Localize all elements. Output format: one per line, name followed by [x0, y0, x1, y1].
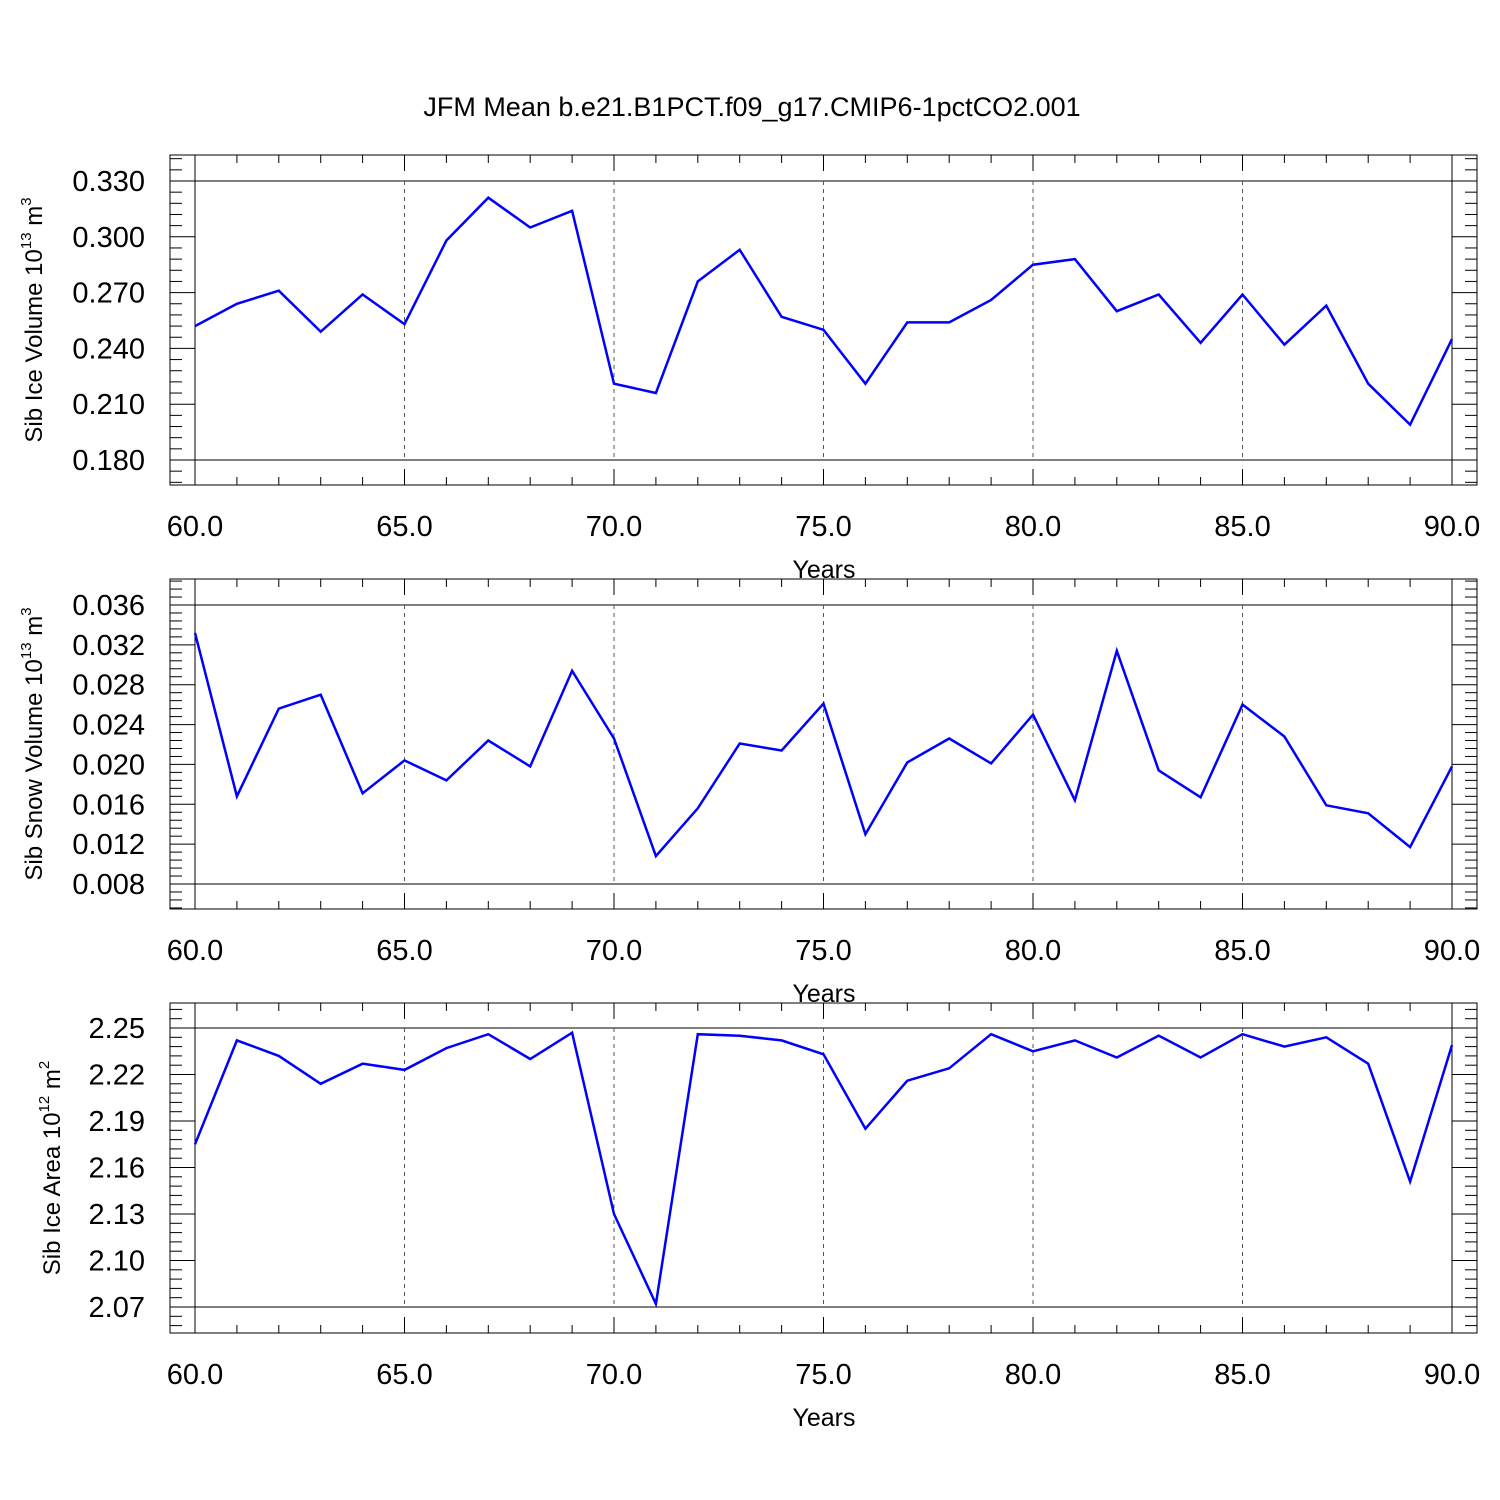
y-tick-label: 2.19: [89, 1106, 145, 1138]
y-axis-label: Sib Ice Volume 1013 m3: [18, 197, 48, 442]
x-tick-label: 80.0: [1005, 511, 1061, 543]
y-label-unit-exponent: 3: [18, 607, 35, 615]
y-tick-label: 2.07: [89, 1292, 145, 1324]
series-line: [193, 1030, 1454, 1309]
y-tick-label: 2.25: [89, 1013, 145, 1045]
y-tick-label: 0.032: [72, 630, 145, 662]
x-tick-label: 85.0: [1214, 935, 1270, 967]
x-tick-label: 75.0: [795, 1359, 851, 1391]
y-tick-label: 2.10: [89, 1246, 145, 1278]
panel-2: 60.0 65.0 70.0 75.0 80.0 85.0 90.0 0.008 0.012 0.…: [18, 578, 1480, 1008]
y-label-text: Sib Snow Volume 10: [21, 659, 48, 880]
x-tick-label: 60.0: [167, 511, 223, 543]
y-label-exponent: 12: [36, 1096, 53, 1113]
x-tick-label: 70.0: [586, 935, 642, 967]
x-tick-label: 85.0: [1214, 1359, 1270, 1391]
y-tick-label: 0.180: [72, 445, 145, 477]
y-tick-label: 0.240: [72, 333, 145, 365]
y-tick-label: 0.300: [72, 222, 145, 254]
y-tick-label: 0.028: [72, 670, 145, 702]
y-tick-label: 0.012: [72, 829, 145, 861]
y-axis-label: Sib Ice Area 1012 m2: [36, 1061, 66, 1275]
y-tick-label: 0.020: [72, 749, 145, 781]
x-tick-label: 65.0: [376, 511, 432, 543]
y-tick-label: 2.16: [89, 1153, 145, 1185]
x-tick-label: 60.0: [167, 935, 223, 967]
y-tick-label: 0.008: [72, 869, 145, 901]
y-label-text: Sib Ice Volume 10: [21, 249, 48, 442]
y-label-text: Sib Ice Area 10: [39, 1112, 66, 1275]
y-tick-label: 0.016: [72, 789, 145, 821]
series-line: [193, 632, 1454, 859]
x-tick-label: 60.0: [167, 1359, 223, 1391]
x-tick-label: 85.0: [1214, 511, 1270, 543]
x-tick-label: 75.0: [795, 935, 851, 967]
panel-3: 60.0 65.0 70.0 75.0 80.0 85.0 90.0 2.07 2.10 2.13…: [36, 1002, 1480, 1432]
y-label-unit: m: [21, 206, 48, 233]
y-label-unit-exponent: 3: [18, 197, 35, 205]
y-tick-label: 2.13: [89, 1199, 145, 1231]
x-tick-label: 70.0: [586, 511, 642, 543]
x-tick-label: 80.0: [1005, 1359, 1061, 1391]
y-tick-label: 0.036: [72, 590, 145, 622]
x-tick-label: 65.0: [376, 1359, 432, 1391]
x-axis-label: Years: [792, 1404, 855, 1432]
chart-panels: 60.0 65.0 70.0 75.0 80.0 85.0 90.0 0.180 0.210 0.…: [18, 154, 1480, 1432]
y-tick-label: 0.330: [72, 166, 145, 198]
y-tick-label: 2.22: [89, 1060, 145, 1092]
y-label-unit-exponent: 2: [36, 1061, 53, 1069]
x-tick-label: 90.0: [1424, 935, 1480, 967]
y-tick-label: 0.270: [72, 278, 145, 310]
y-label-unit: m: [21, 616, 48, 643]
y-tick-label: 0.210: [72, 389, 145, 421]
x-tick-label: 70.0: [586, 1359, 642, 1391]
y-axis-label: Sib Snow Volume 1013 m3: [18, 607, 48, 880]
x-tick-label: 75.0: [795, 511, 851, 543]
x-tick-label: 65.0: [376, 935, 432, 967]
x-tick-label: 90.0: [1424, 511, 1480, 543]
x-tick-label: 90.0: [1424, 1359, 1480, 1391]
y-label-unit: m: [39, 1069, 66, 1096]
figure-title: JFM Mean b.e21.B1PCT.f09_g17.CMIP6-1pctC…: [423, 92, 1080, 122]
y-label-exponent: 13: [18, 642, 35, 659]
x-tick-label: 80.0: [1005, 935, 1061, 967]
y-label-exponent: 13: [18, 232, 35, 249]
y-tick-label: 0.024: [72, 710, 145, 742]
panel-1: 60.0 65.0 70.0 75.0 80.0 85.0 90.0 0.180 0.210 0.…: [18, 154, 1480, 584]
series-line: [194, 196, 1454, 427]
